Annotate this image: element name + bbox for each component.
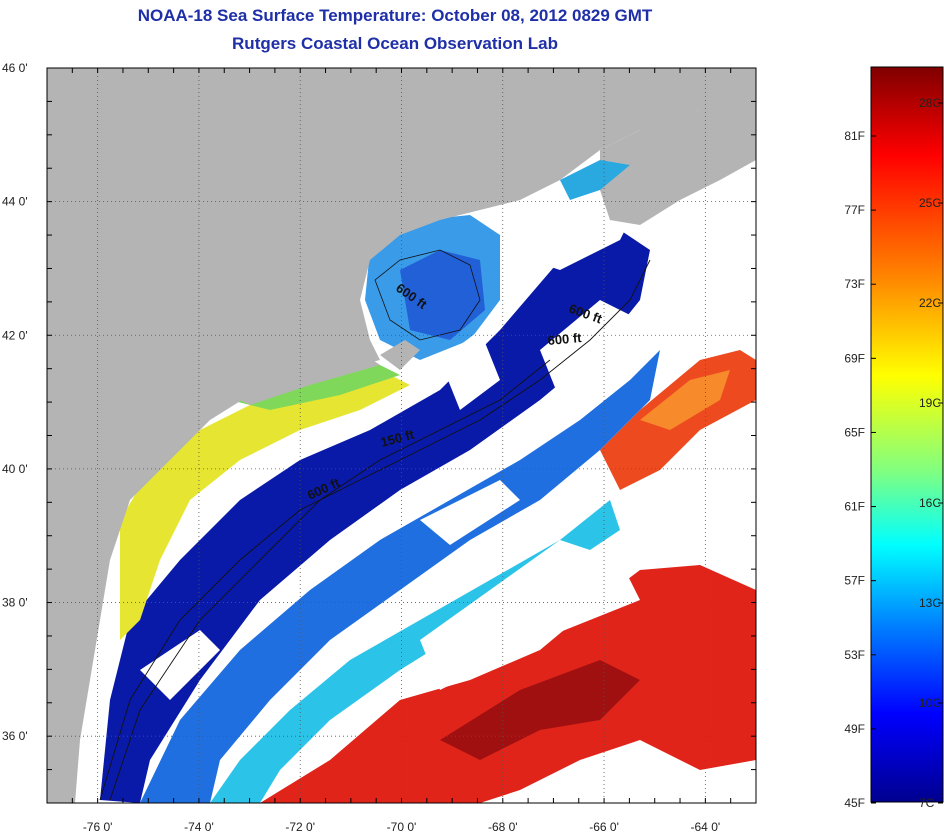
warm-eddy-orange [640,370,730,430]
contour-150ft [109,359,551,801]
colorbar-f-label: 53F [844,648,865,662]
cloud-patch-2 [440,330,500,410]
land-cape-cod [380,340,420,370]
colorbar-c-label: 22C [919,296,941,310]
colorbar-f-label: 73F [844,277,865,291]
lat-tick-label: 44 0' [2,195,28,209]
cloud-patch-1 [540,300,640,400]
contour-label-3: 600 ft [547,330,583,348]
cloud-patch-4 [140,630,220,700]
colorbar-c-label: 13C [919,596,941,610]
colorbar-f-label: 69F [844,351,865,365]
colorbar-c-label: 10C [919,696,941,710]
land-long-island [230,358,380,405]
lat-tick-label: 40 0' [2,462,28,476]
lon-tick-label: -66 0' [589,820,619,834]
lat-tick-label: 38 0' [2,596,28,610]
lon-tick-label: -72 0' [285,820,315,834]
shelf-water-cold [100,230,650,803]
gulf-of-maine-cool [400,250,485,340]
lat-tick-label: 42 0' [2,328,28,342]
colorbar-labels: 81F 77F 73F 69F 65F 61F 57F 53F 49F 45F 28C 25C 22C 1… [844,96,943,810]
cloud-patch-6 [640,470,756,560]
colorbar-f-label: 61F [844,500,865,514]
lon-tick-label: -70 0' [387,820,417,834]
lon-tick-label: -64 0' [691,820,721,834]
colorbar-f-label: 81F [844,129,865,143]
bay-of-fundy [560,160,630,200]
land-northeast [47,68,756,803]
map-axes: -76 0' -74 0' -72 0' -70 0' -68 0' -66 0' -64 … [2,61,757,834]
colorbar-f-label: 65F [844,425,865,439]
colorbar-c-label: 16C [919,496,941,510]
gulf-stream-core [440,660,640,760]
cloud-patch-5 [420,540,640,690]
contour-gulf-maine [374,249,481,341]
graticule [47,67,756,803]
title-line-2: Rutgers Coastal Ocean Observation Lab [232,34,558,53]
colorbar-f-label: 49F [844,722,865,736]
colorbar-c-label: 25C [919,196,941,210]
lon-tick-label: -76 0' [83,820,113,834]
lon-tick-label: -68 0' [488,820,518,834]
lon-tick-label: -74 0' [184,820,214,834]
gulf-stream-warm [260,565,756,803]
colorbar [870,66,944,803]
contour-600ft [99,259,651,801]
colorbar-f-label: 57F [844,574,865,588]
slope-water-blue [140,350,660,803]
title-line-1: NOAA-18 Sea Surface Temperature: October… [137,6,653,25]
land-nova-scotia [600,110,756,225]
colorbar-f-label: 45F [844,796,865,810]
lat-tick-label: 46 0' [2,61,28,75]
colorbar-f-label: 77F [844,203,865,217]
colorbar-c-label: 7C [919,796,935,810]
colorbar-c-label: 19C [919,396,941,410]
cloud-patch-3 [420,480,520,545]
lat-tick-label: 36 0' [2,729,28,743]
colorbar-c-label: 28C [919,96,941,110]
